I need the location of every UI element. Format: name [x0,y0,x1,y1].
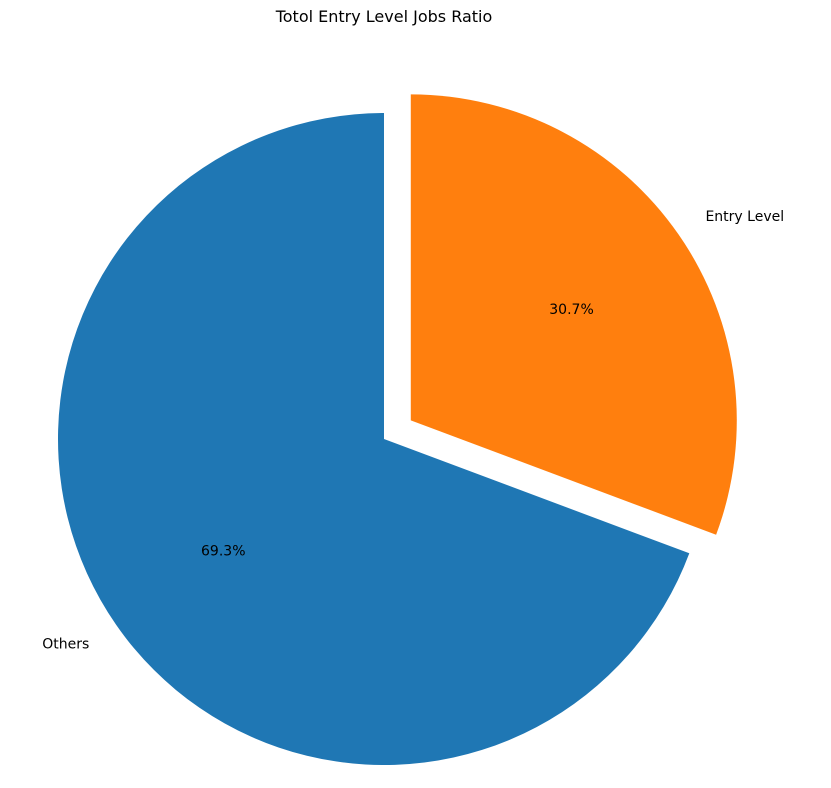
pie-labels: 30.7% Entry Level 69.3% Others [42,209,784,652]
pct-label-others: 69.3% [201,543,245,559]
slice-label-entry-level: Entry Level [705,209,784,225]
pie-slice-entry-level [410,94,737,535]
chart-title: Totol Entry Level Jobs Ratio [275,7,493,26]
pie-slice-others [57,113,690,765]
slice-label-others: Others [42,636,89,652]
pie-slices [57,94,737,765]
pct-label-entry-level: 30.7% [549,302,593,318]
